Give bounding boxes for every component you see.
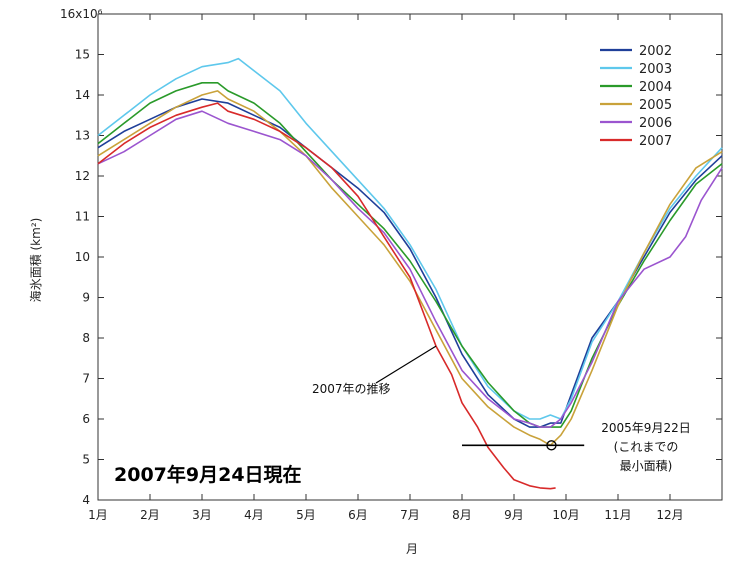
x-tick-label: 1月 bbox=[88, 508, 108, 522]
y-axis-label: 海氷面積 (km²) bbox=[28, 218, 43, 303]
y-tick-label: 10 bbox=[75, 250, 90, 264]
date-stamp: 2007年9月24日現在 bbox=[114, 463, 302, 486]
y-tick-label: 13 bbox=[75, 129, 90, 143]
legend-label-2003: 2003 bbox=[639, 62, 672, 77]
y-tick-label: 12 bbox=[75, 169, 90, 183]
y-tick-label: 4 bbox=[82, 493, 90, 507]
trend-label: 2007年の推移 bbox=[312, 382, 391, 396]
y-tick-label: 15 bbox=[75, 48, 90, 62]
x-tick-label: 6月 bbox=[348, 508, 368, 522]
y-tick-label: 9 bbox=[82, 291, 90, 305]
legend-label-2006: 2006 bbox=[639, 116, 672, 131]
series-line-2005 bbox=[97, 90, 723, 447]
x-tick-label: 11月 bbox=[604, 508, 631, 522]
legend-label-2007: 2007 bbox=[639, 134, 672, 149]
x-tick-label: 9月 bbox=[504, 508, 524, 522]
annotations bbox=[375, 345, 585, 451]
y-tick-label: 8 bbox=[82, 331, 90, 345]
y-tick-label: 5 bbox=[82, 453, 90, 467]
x-tick-label: 7月 bbox=[400, 508, 420, 522]
x-tick-label: 8月 bbox=[452, 508, 472, 522]
series-line-2003 bbox=[97, 57, 723, 420]
y-tick-label: 11 bbox=[75, 210, 90, 224]
legend: 2002 2003 2004 2005 2006 2007 bbox=[600, 44, 672, 149]
y-multiplier-label: 16x10⁶ bbox=[60, 7, 103, 21]
min-label-line3: 最小面積) bbox=[620, 458, 673, 473]
min-label-line1: 2005年9月22日 bbox=[601, 421, 690, 435]
legend-label-2002: 2002 bbox=[639, 44, 672, 59]
y-tick-label: 6 bbox=[82, 412, 90, 426]
x-tick-label: 2月 bbox=[140, 508, 160, 522]
x-tick-label: 3月 bbox=[192, 508, 212, 522]
x-tick-label: 5月 bbox=[296, 508, 316, 522]
x-axis-ticks: 1月 2月 3月 4月 5月 6月 7月 8月 9月 10月 11月 12月 bbox=[88, 14, 684, 522]
series-line-2004 bbox=[97, 82, 723, 428]
x-axis-label: 月 bbox=[406, 542, 418, 556]
legend-label-2004: 2004 bbox=[639, 80, 672, 95]
y-tick-label: 7 bbox=[82, 372, 90, 386]
series-line-2007 bbox=[97, 102, 556, 490]
series-line-2006 bbox=[97, 110, 723, 428]
min-label-line2: (これまでの bbox=[614, 440, 679, 454]
series-lines bbox=[97, 57, 723, 490]
y-axis-ticks: 4 5 6 7 8 9 10 11 12 13 14 15 bbox=[75, 48, 722, 507]
series-line-2002 bbox=[97, 98, 723, 428]
minimum-marker bbox=[546, 440, 557, 451]
x-tick-label: 4月 bbox=[244, 508, 264, 522]
y-tick-label: 14 bbox=[75, 88, 90, 102]
x-tick-label: 10月 bbox=[552, 508, 579, 522]
x-tick-label: 12月 bbox=[656, 508, 683, 522]
legend-label-2005: 2005 bbox=[639, 98, 672, 113]
trend-pointer-line bbox=[375, 345, 437, 384]
